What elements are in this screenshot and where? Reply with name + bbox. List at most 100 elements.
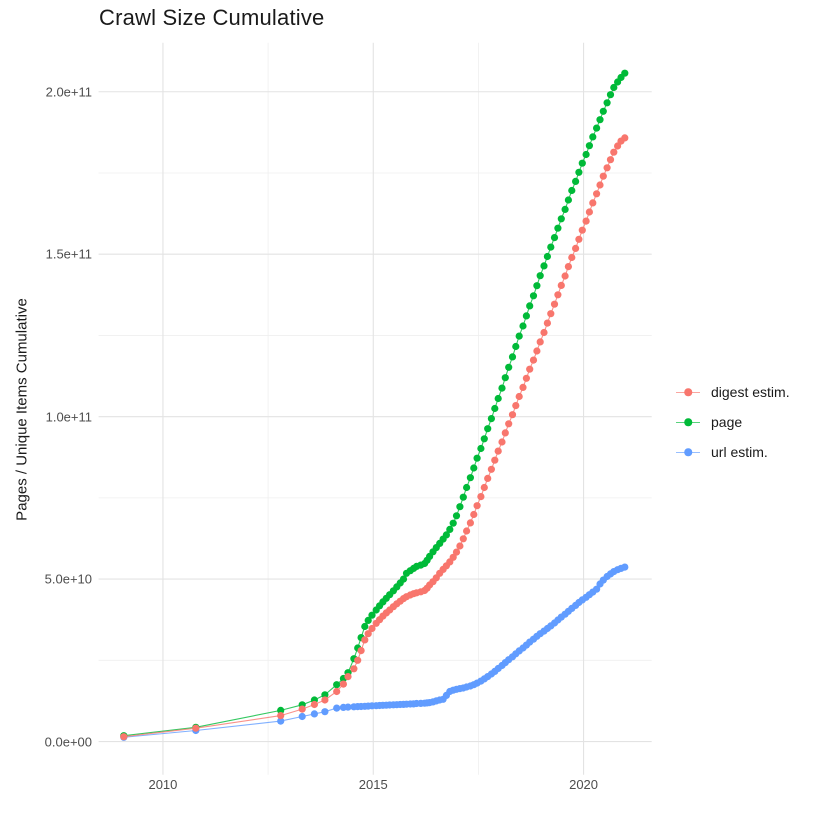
data-point [344, 673, 352, 681]
data-point [593, 124, 601, 132]
legend-point-icon [684, 388, 692, 396]
y-tick-label: 1.0e+11 [45, 409, 92, 425]
data-point [470, 510, 478, 519]
data-point [603, 99, 611, 107]
data-point [557, 215, 565, 223]
y-tick-label: 5.0e+10 [44, 571, 92, 587]
data-point [298, 712, 306, 721]
data-point [298, 705, 306, 713]
data-point [449, 519, 457, 527]
data-point [452, 548, 461, 556]
data-point [593, 190, 601, 198]
data-point [561, 272, 569, 280]
x-tick-label: 2020 [569, 777, 599, 792]
data-point [480, 483, 488, 492]
legend-point-icon [684, 448, 692, 456]
data-point [578, 159, 586, 167]
x-tick-label: 2015 [358, 777, 388, 792]
data-point [491, 404, 499, 413]
data-point [554, 224, 562, 232]
data-point [477, 493, 485, 501]
data-point [459, 493, 467, 501]
data-point [515, 392, 523, 401]
data-point [484, 425, 492, 433]
data-point [610, 148, 618, 156]
data-point [526, 302, 534, 310]
data-point [533, 347, 541, 355]
data-point [487, 465, 495, 473]
data-point [550, 234, 559, 242]
data-point [596, 116, 604, 124]
data-point [456, 503, 464, 511]
series-line-url-estim- [123, 566, 625, 738]
data-point [368, 611, 376, 619]
data-point [498, 438, 506, 446]
legend-entry-digest: digest estim. [676, 377, 790, 407]
data-point [512, 342, 520, 351]
data-point [599, 172, 607, 180]
data-point [459, 535, 467, 543]
data-point [494, 394, 502, 403]
data-point [505, 420, 513, 428]
data-point [582, 150, 590, 159]
data-point [606, 156, 615, 164]
data-point [522, 312, 531, 320]
legend-label: page [711, 414, 743, 430]
data-point [477, 444, 485, 453]
data-point [399, 575, 408, 583]
series-line-page [123, 72, 626, 737]
data-point [368, 624, 376, 633]
data-point [310, 710, 318, 718]
y-tick-label: 2.0e+11 [45, 84, 92, 100]
data-point [561, 205, 569, 213]
y-tick-label: 0.0e+00 [44, 734, 92, 750]
data-point [120, 733, 128, 741]
data-point [339, 680, 347, 688]
data-point [582, 217, 590, 225]
data-point [473, 454, 481, 462]
data-point [578, 226, 586, 234]
data-point [585, 142, 594, 150]
data-point [529, 356, 538, 364]
y-tick-label: 1.5e+11 [45, 246, 92, 262]
data-point [310, 700, 318, 709]
data-point [364, 616, 372, 625]
data-point [487, 415, 495, 423]
data-point [557, 281, 565, 289]
legend-key-digest [676, 385, 700, 399]
data-point [357, 647, 365, 655]
data-point [603, 164, 611, 172]
data-point [361, 636, 369, 644]
data-point [585, 208, 594, 216]
data-point [466, 474, 474, 482]
legend-key-url [676, 445, 700, 459]
data-point [361, 622, 369, 631]
data-point [344, 703, 352, 711]
data-point [547, 310, 555, 318]
data-point [277, 712, 285, 720]
data-point [610, 83, 618, 92]
chart-title: Crawl Size Cumulative [99, 5, 325, 30]
legend-entry-url: url estim. [676, 437, 790, 467]
data-point [575, 168, 583, 176]
data-point [519, 383, 527, 391]
data-point [321, 691, 329, 699]
data-point [321, 696, 329, 704]
data-point [350, 665, 358, 673]
data-point [446, 525, 454, 534]
data-point [621, 69, 629, 77]
data-point [543, 319, 552, 327]
data-point [564, 263, 573, 271]
data-point [533, 282, 541, 290]
data-point [519, 322, 527, 330]
data-point [277, 717, 285, 725]
data-point [543, 252, 552, 261]
data-point [540, 262, 548, 270]
data-point [491, 456, 499, 464]
data-point [456, 542, 464, 550]
data-point [606, 91, 615, 99]
legend-label: digest estim. [711, 384, 790, 400]
data-point [564, 196, 573, 204]
